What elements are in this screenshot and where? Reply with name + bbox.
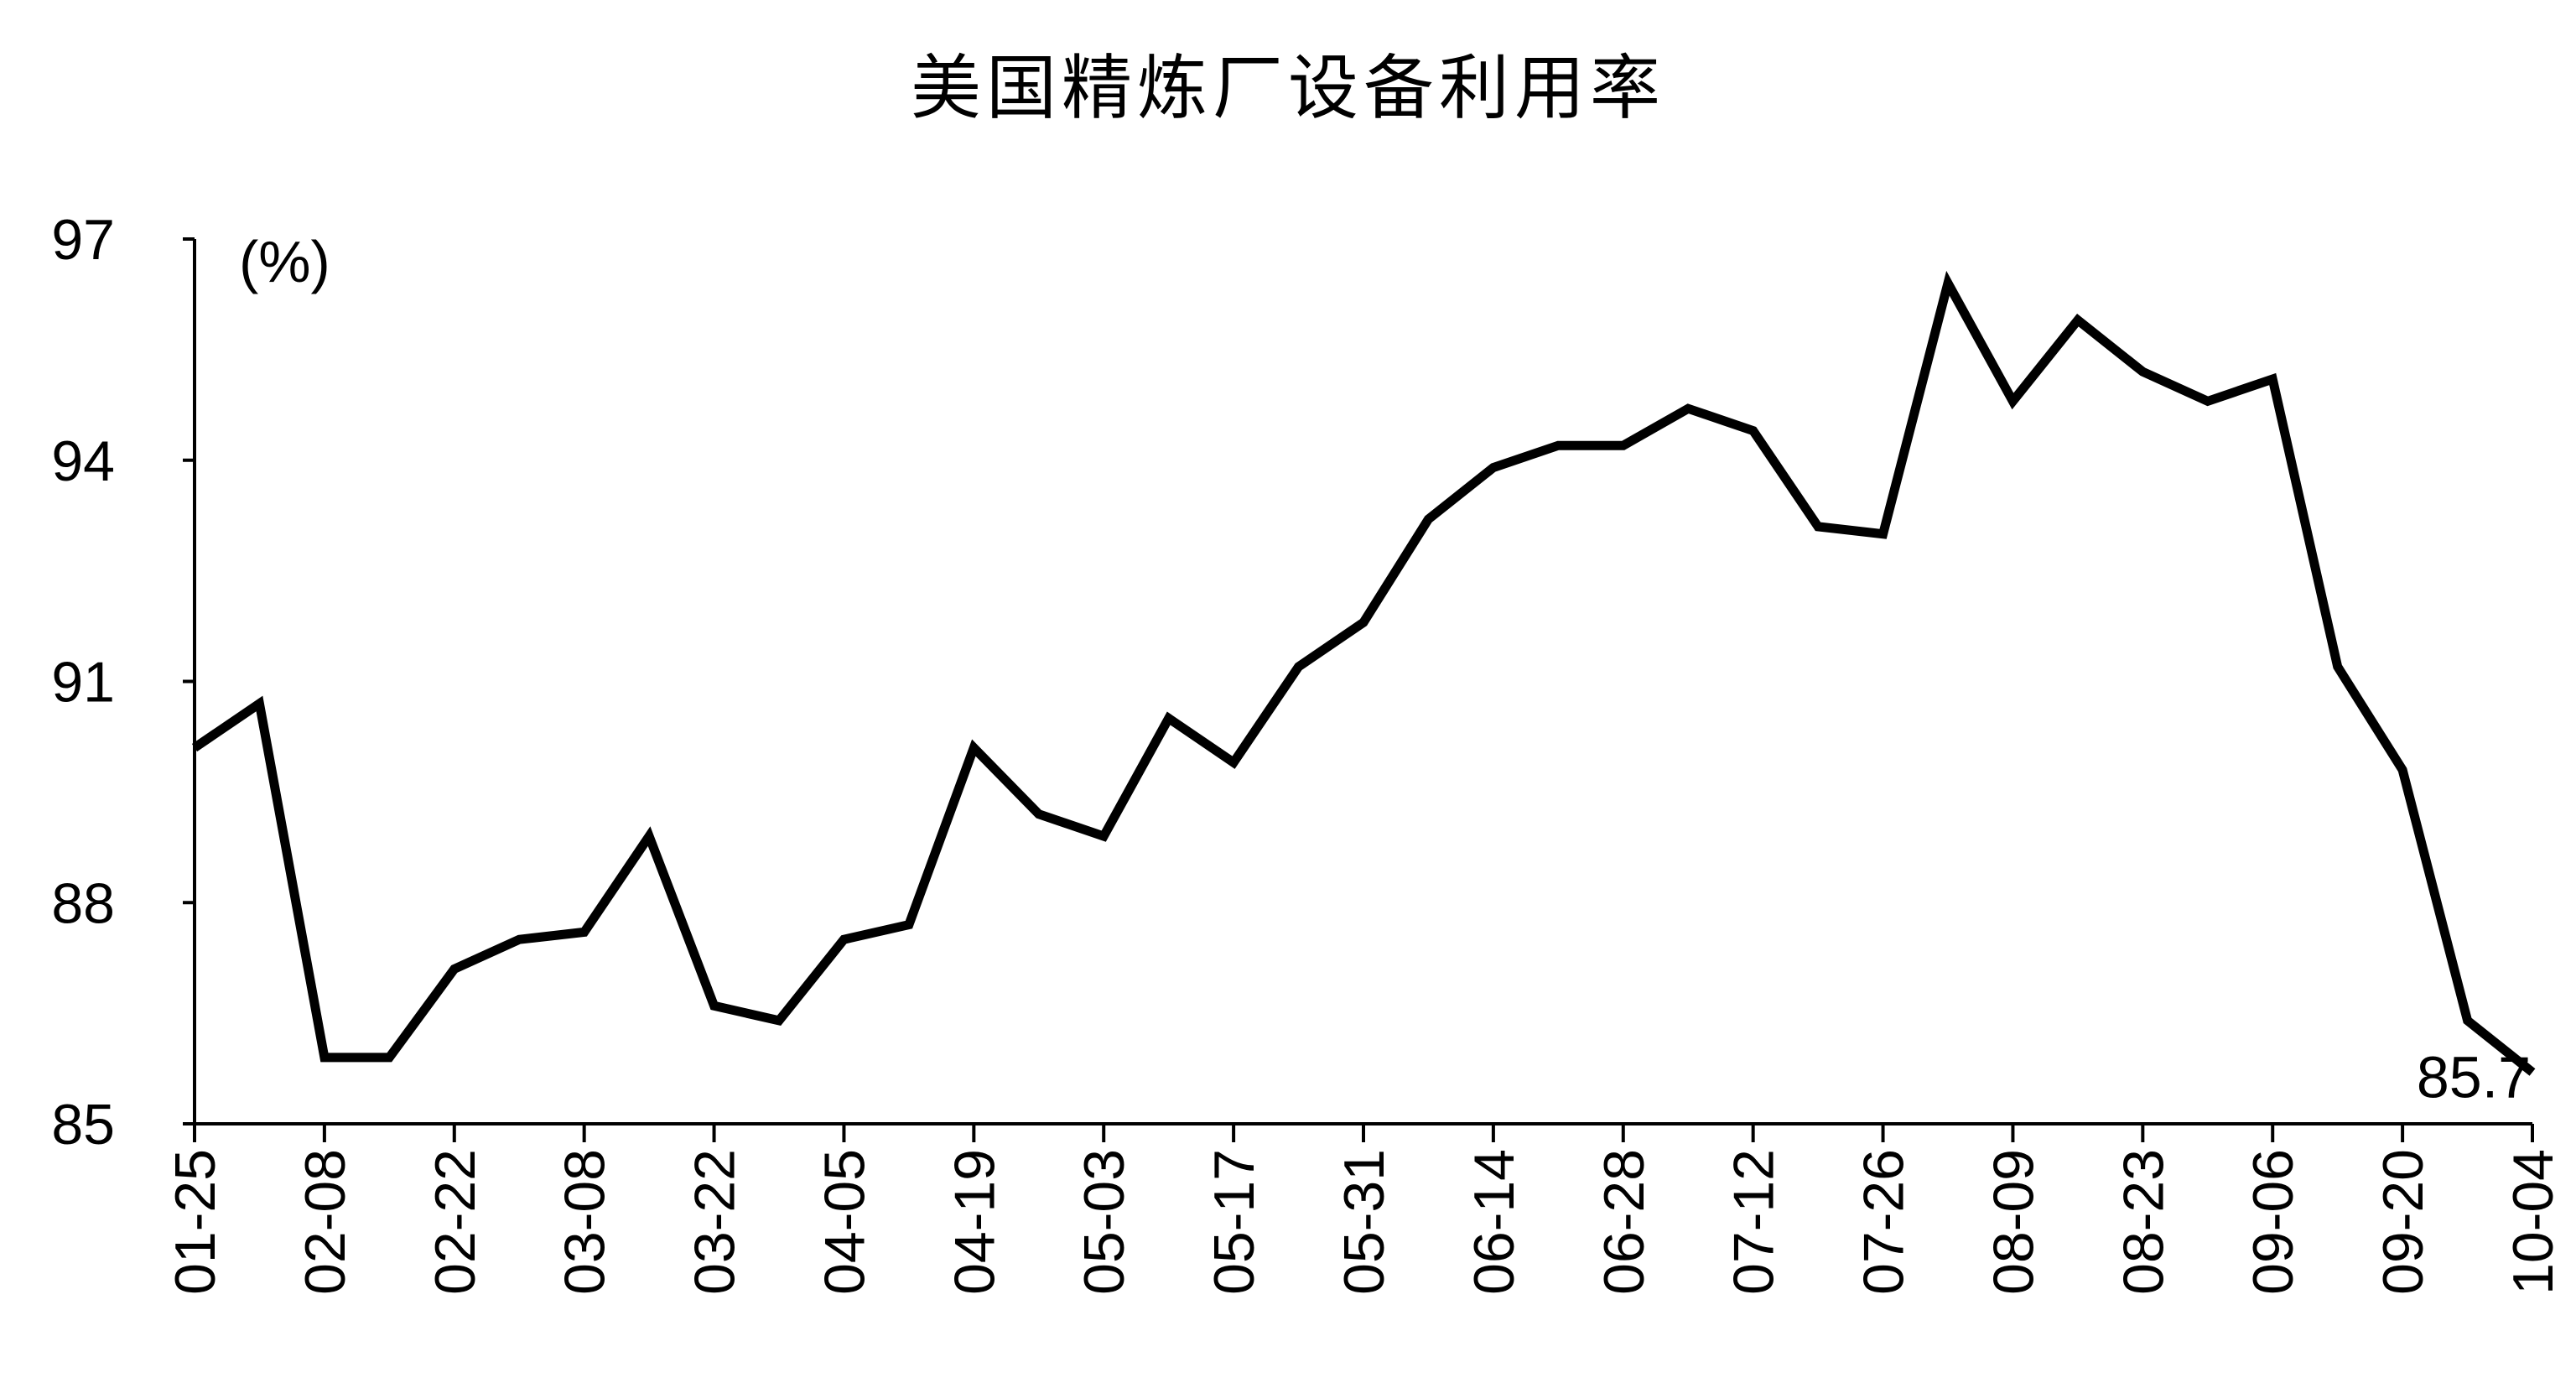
x-tick-label: 09-06 <box>2241 1149 2305 1295</box>
axes <box>183 237 2534 1142</box>
series-layer <box>191 270 2536 1076</box>
x-tick-label: 05-31 <box>1332 1149 1396 1295</box>
labels-layer: 85 88 91 94 97 01-25 02-08 02-22 03-08 03-22 04-05… <box>51 208 2565 1295</box>
x-tick-label: 02-22 <box>423 1149 487 1295</box>
x-tick-label: 07-26 <box>1852 1149 1916 1295</box>
x-tick-label: 03-08 <box>553 1149 617 1295</box>
x-tick-label: 09-20 <box>2371 1149 2435 1295</box>
y-tick-label: 88 <box>51 871 115 935</box>
y-tick-label: 91 <box>51 651 115 715</box>
x-tick-label: 10-04 <box>2501 1149 2565 1295</box>
x-tick-label: 08-23 <box>2111 1149 2175 1295</box>
y-tick-label: 85 <box>51 1093 115 1157</box>
chart-title: 美国精炼厂设备利用率 <box>910 47 1665 129</box>
x-tick-label: 02-08 <box>293 1149 357 1295</box>
x-tick-label: 04-05 <box>813 1149 876 1295</box>
x-tick-label: 08-09 <box>1981 1149 2045 1295</box>
x-tick-label: 01-25 <box>164 1149 227 1295</box>
x-tick-label: 03-22 <box>683 1149 747 1295</box>
series-line <box>191 270 2536 1076</box>
x-tick-label: 05-17 <box>1202 1149 1266 1295</box>
x-tick-label: 06-14 <box>1462 1149 1526 1295</box>
x-tick-label: 04-19 <box>943 1149 1006 1295</box>
x-tick-label: 05-03 <box>1072 1149 1136 1295</box>
last-value-label: 85.7 <box>2417 1044 2531 1110</box>
unit-label: (%) <box>239 229 330 294</box>
y-tick-label: 97 <box>51 208 115 272</box>
x-tick-label: 06-28 <box>1592 1149 1656 1295</box>
y-tick-label: 94 <box>51 429 115 493</box>
x-tick-label: 07-12 <box>1722 1149 1786 1295</box>
